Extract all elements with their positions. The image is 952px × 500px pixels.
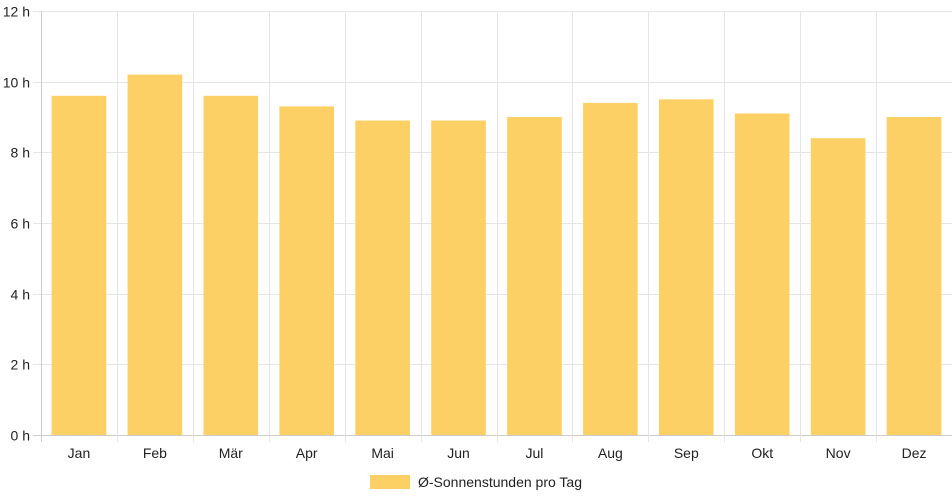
- axis-layer: 0 h 2 h 4 h 6 h 8 h 10 h 12 h Jan Feb Mär Apr Mai Ju…: [3, 4, 927, 462]
- bar-jul[interactable]: [507, 117, 562, 435]
- bar-sep[interactable]: [658, 99, 714, 435]
- x-tick-label: Okt: [751, 445, 773, 461]
- bar-jun[interactable]: [431, 120, 486, 436]
- grid-layer: [33, 11, 952, 442]
- bar-dez[interactable]: [886, 117, 942, 435]
- bar-okt[interactable]: [734, 113, 790, 435]
- x-tick-label: Jul: [526, 445, 544, 461]
- y-tick-label: 0 h: [11, 428, 30, 444]
- bar-mai[interactable]: [355, 120, 410, 436]
- y-tick-label: 8 h: [11, 145, 30, 161]
- legend-label[interactable]: Ø-Sonnenstunden pro Tag: [418, 474, 582, 490]
- bars-layer: [51, 74, 942, 436]
- bar-feb[interactable]: [127, 74, 183, 435]
- x-tick-label: Nov: [826, 445, 851, 461]
- y-tick-label: 2 h: [11, 357, 30, 373]
- x-tick-label: Dez: [902, 445, 927, 461]
- y-tick-label: 10 h: [3, 75, 30, 91]
- x-tick-label: Mär: [219, 445, 243, 461]
- bar-mär[interactable]: [203, 95, 259, 436]
- y-tick-label: 6 h: [11, 216, 30, 232]
- x-tick-label: Apr: [296, 445, 318, 461]
- legend[interactable]: Ø-Sonnenstunden pro Tag: [0, 470, 952, 494]
- x-tick-label: Aug: [598, 445, 623, 461]
- x-tick-label: Jan: [68, 445, 91, 461]
- y-tick-label: 4 h: [11, 287, 30, 303]
- bar-nov[interactable]: [810, 138, 866, 435]
- legend-swatch[interactable]: [370, 475, 410, 489]
- bar-jan[interactable]: [51, 95, 107, 436]
- y-tick-label: 12 h: [3, 4, 30, 20]
- x-tick-label: Sep: [674, 445, 699, 461]
- bar-aug[interactable]: [583, 102, 638, 435]
- x-tick-label: Jun: [447, 445, 470, 461]
- bar-apr[interactable]: [279, 106, 335, 436]
- x-tick-label: Feb: [143, 445, 167, 461]
- x-tick-label: Mai: [371, 445, 394, 461]
